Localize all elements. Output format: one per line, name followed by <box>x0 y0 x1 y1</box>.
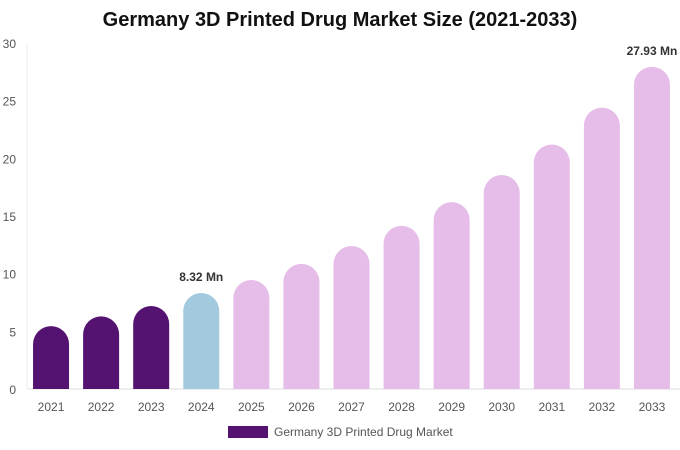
y-tick-label: 30 <box>3 37 17 51</box>
bar-2032 <box>583 107 620 389</box>
bar-2033 <box>633 66 670 390</box>
x-tick-label: 2031 <box>538 400 565 414</box>
x-tick-label: 2028 <box>388 400 415 414</box>
legend: Germany 3D Printed Drug Market <box>228 425 453 439</box>
x-tick-label: 2032 <box>589 400 616 414</box>
y-tick-label: 25 <box>3 95 17 109</box>
x-tick-label: 2023 <box>138 400 165 414</box>
x-tick-label: 2022 <box>88 400 115 414</box>
legend-swatch <box>228 426 268 438</box>
y-tick-label: 5 <box>9 325 16 339</box>
bar-2026 <box>283 263 320 389</box>
bar-2031 <box>533 144 570 389</box>
legend-label: Germany 3D Printed Drug Market <box>274 425 453 439</box>
bar-2022 <box>83 316 120 389</box>
x-tick-label: 2024 <box>188 400 215 414</box>
bar-2028 <box>383 225 420 389</box>
bar-2030 <box>483 175 520 389</box>
x-tick-label: 2025 <box>238 400 265 414</box>
data-label: 27.93 Mn <box>627 44 678 58</box>
bar-2027 <box>333 245 370 389</box>
x-tick-label: 2033 <box>639 400 666 414</box>
x-tick-label: 2029 <box>438 400 465 414</box>
x-tick-label: 2026 <box>288 400 315 414</box>
y-tick-label: 0 <box>9 383 16 397</box>
x-tick-label: 2027 <box>338 400 365 414</box>
data-label: 8.32 Mn <box>179 270 223 284</box>
chart-title: Germany 3D Printed Drug Market Size (202… <box>102 9 578 31</box>
bar-2025 <box>233 280 270 389</box>
bar-2023 <box>133 305 170 389</box>
y-tick-label: 10 <box>3 268 17 282</box>
bar-2024 <box>183 293 220 389</box>
x-tick-label: 2021 <box>38 400 65 414</box>
bar-2021 <box>33 326 70 389</box>
y-tick-label: 20 <box>3 152 17 166</box>
y-tick-label: 15 <box>3 210 17 224</box>
x-tick-label: 2030 <box>488 400 515 414</box>
bar-2029 <box>433 202 470 389</box>
